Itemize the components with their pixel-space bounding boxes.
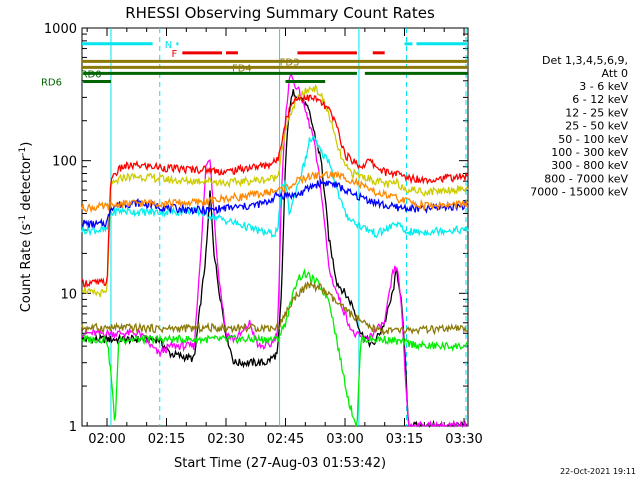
chart-title: RHESSI Observing Summary Count Rates xyxy=(125,4,435,22)
state-bars: NF FD3 FD4 RD0 RD6 xyxy=(41,40,468,89)
y-axis-label-main: Count Rate (s xyxy=(19,224,34,313)
legend-entry: 800 - 7000 keV xyxy=(544,172,628,185)
footer-date: 22-Oct-2021 19:11 xyxy=(560,467,636,476)
series-line-1 xyxy=(81,73,468,428)
x-tick-label: 02:00 xyxy=(88,432,125,447)
x-axis-label: Start Time (27-Aug-03 01:53:42) xyxy=(174,456,386,471)
legend-entry: 12 - 25 keV xyxy=(565,106,628,119)
series-line-0 xyxy=(81,89,469,429)
series-line-2 xyxy=(81,268,469,427)
legend-entry: 6 - 12 keV xyxy=(572,93,628,106)
x-tick-label: 02:45 xyxy=(267,432,304,447)
state-bar-label: RD0 xyxy=(81,69,102,80)
state-bar-label: N xyxy=(165,40,172,51)
series-line-7 xyxy=(81,170,469,214)
state-bar-label: F xyxy=(172,49,178,60)
legend-header-line1: Det 1,3,4,5,6,9, xyxy=(542,54,628,67)
series-line-5 xyxy=(81,94,469,288)
plot-area: 02:00 02:15 02:30 02:45 03:00 03:15 03:30 1 10 10… xyxy=(41,22,483,447)
series-line-6 xyxy=(81,178,469,228)
state-bar-label: FD4 xyxy=(232,63,252,74)
series-line-8 xyxy=(81,280,469,336)
x-tick-label: 03:00 xyxy=(326,432,363,447)
series-line-3 xyxy=(81,134,469,239)
y-tick-label: 1 xyxy=(69,420,77,435)
series-lines xyxy=(81,73,469,429)
x-tick-label: 03:30 xyxy=(445,432,482,447)
x-tick-label: 02:15 xyxy=(148,432,185,447)
y-tick-label: 10 xyxy=(60,287,77,302)
legend-entry: 50 - 100 keV xyxy=(558,133,628,146)
state-bar-label: RD6 xyxy=(41,78,62,89)
y-axis-label-sup2: -1 xyxy=(18,147,28,156)
vertical-markers xyxy=(110,28,467,426)
x-tick-label: 02:30 xyxy=(207,432,244,447)
legend-entry: 25 - 50 keV xyxy=(565,120,628,133)
y-tick-label: 100 xyxy=(52,155,77,170)
y-axis-label-end: ) xyxy=(19,142,34,147)
y-axis-label-sup1: -1 xyxy=(18,215,28,224)
y-tick-label: 1000 xyxy=(44,22,77,37)
x-tick-label: 03:15 xyxy=(386,432,423,447)
legend-entry: 300 - 800 keV xyxy=(551,159,628,172)
y-axis-label-mid: detector xyxy=(19,155,34,215)
axis-ticks: 02:00 02:15 02:30 02:45 03:00 03:15 03:30 1 10 10… xyxy=(44,22,483,447)
state-bar-label: FD3 xyxy=(280,57,300,68)
legend-entry: 3 - 6 keV xyxy=(579,80,628,93)
legend-entry: 7000 - 15000 keV xyxy=(530,186,628,199)
series-line-4 xyxy=(81,84,469,298)
legend-entry: 100 - 300 keV xyxy=(551,146,628,159)
y-axis-label: Count Rate (s-1 detector-1) xyxy=(18,142,34,313)
plot-frame xyxy=(81,27,469,427)
legend-header-line2: Att 0 xyxy=(602,67,628,80)
